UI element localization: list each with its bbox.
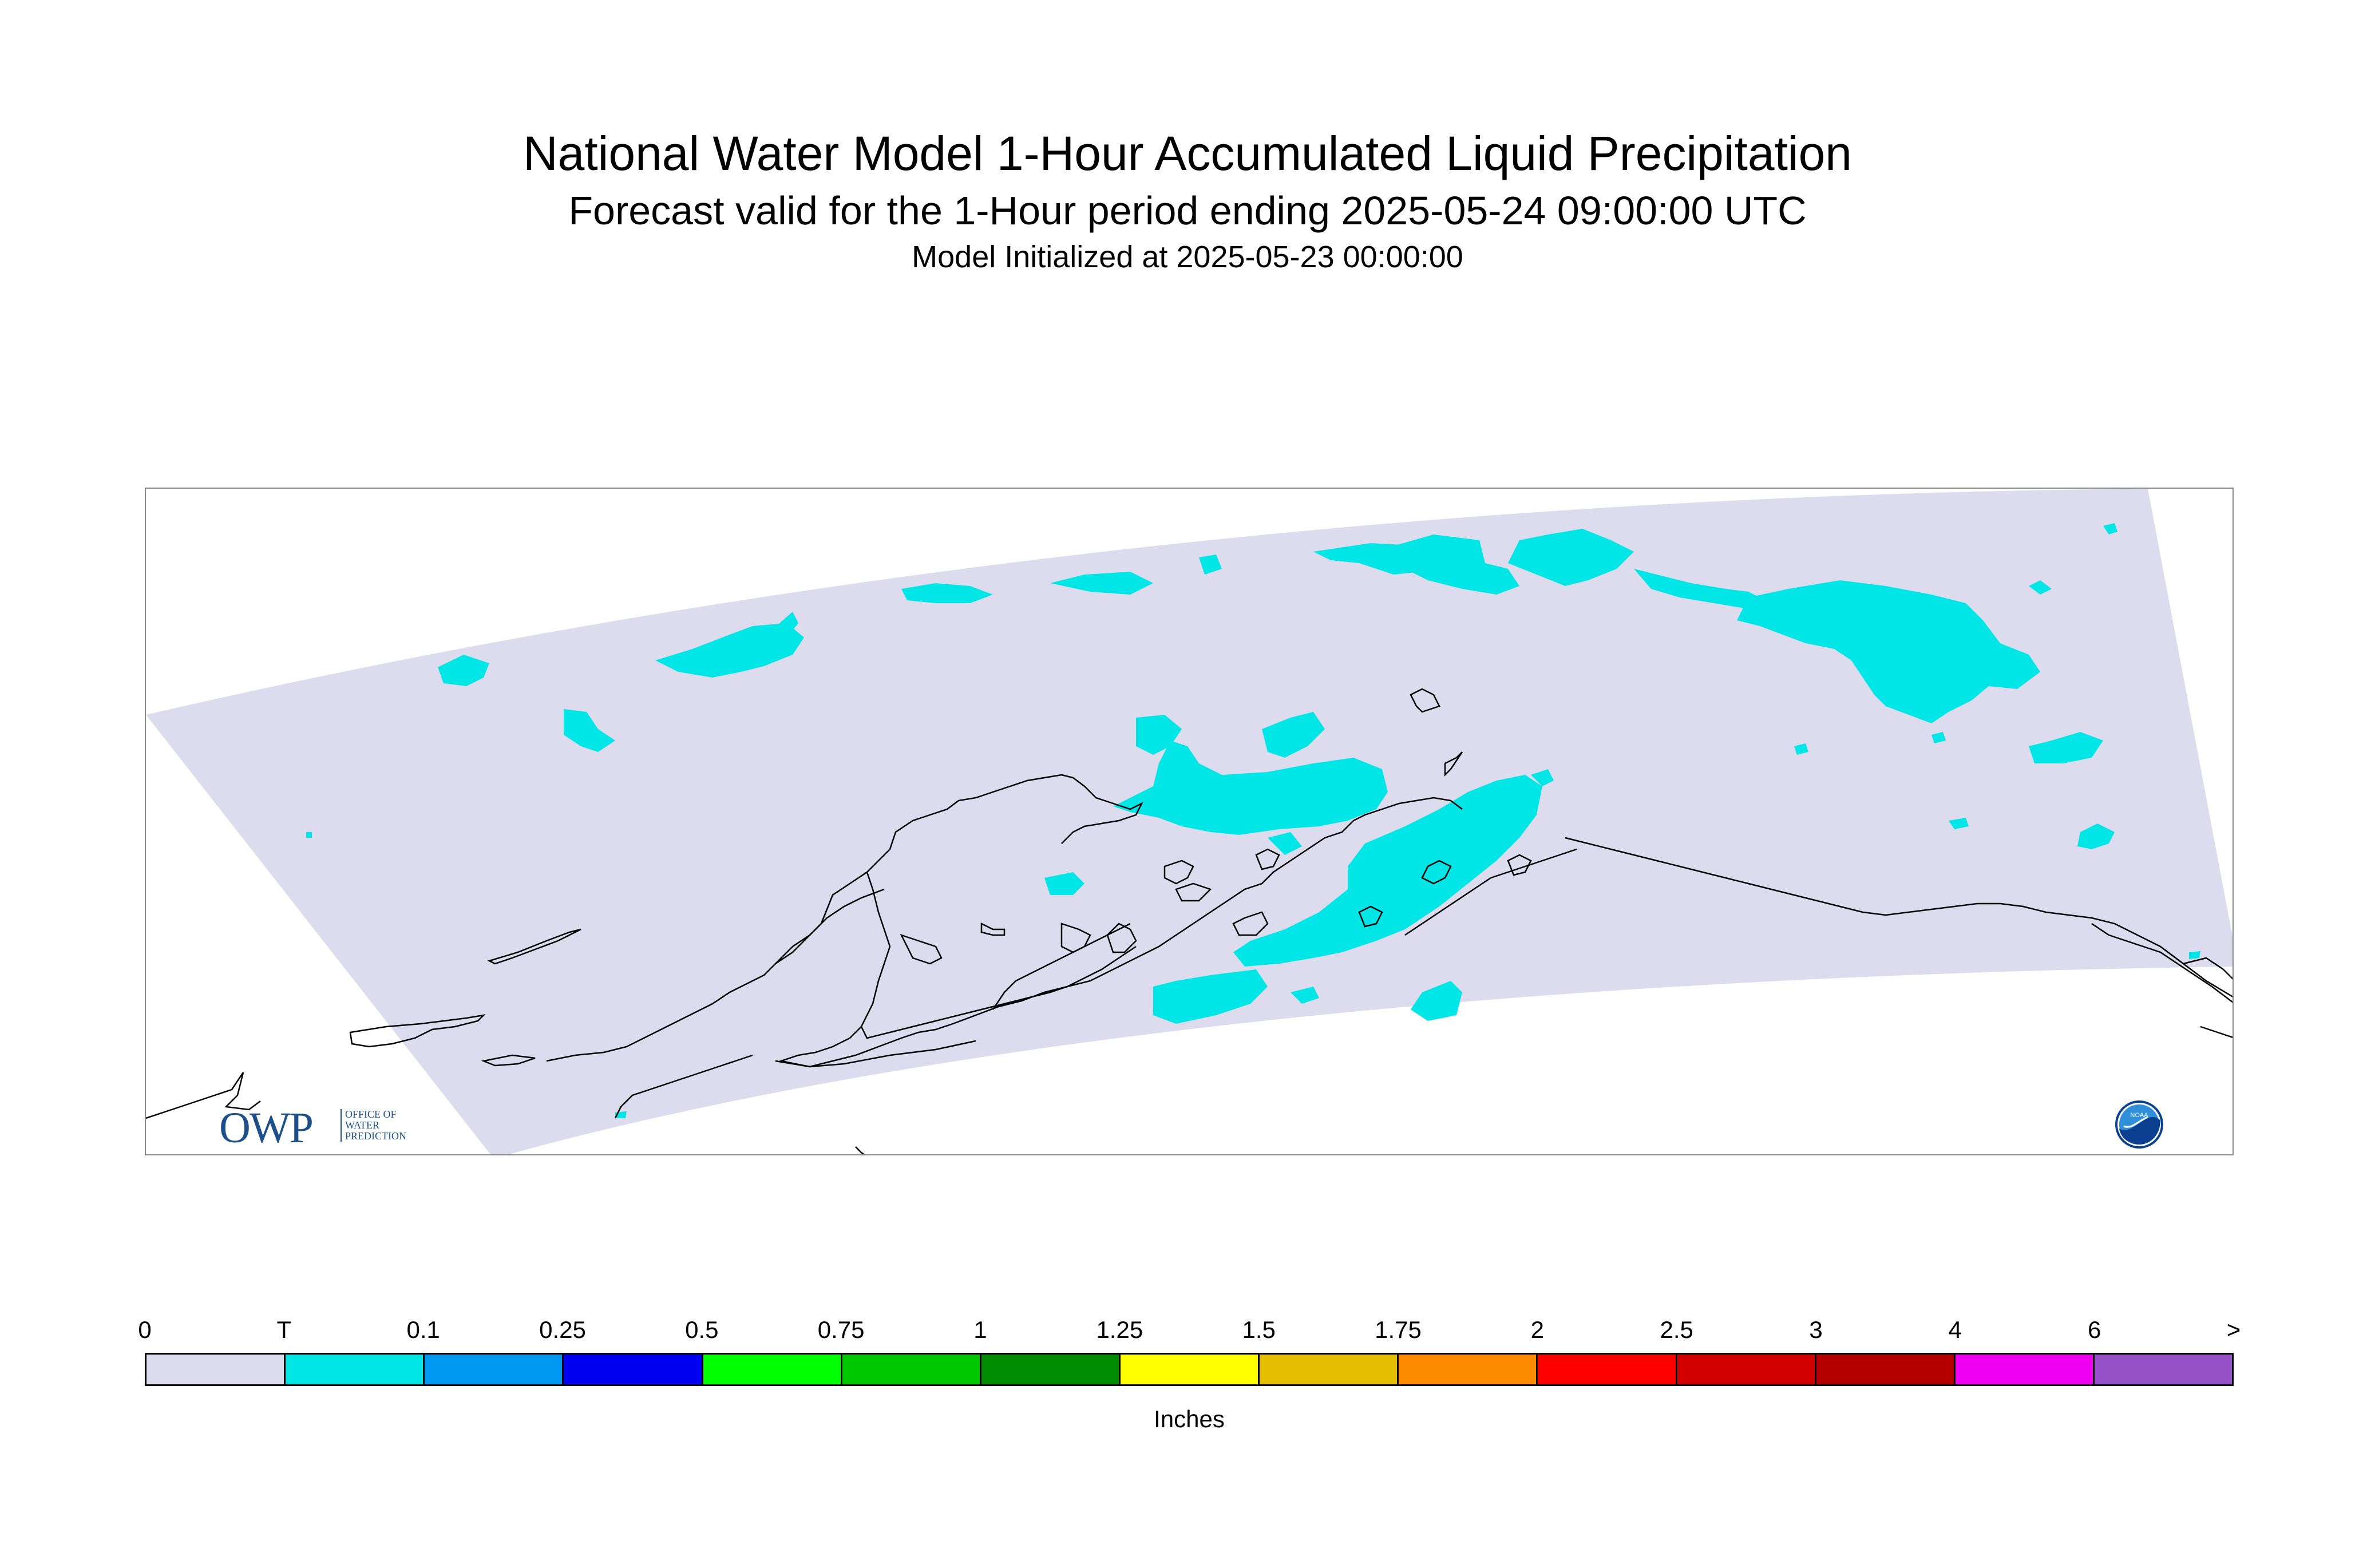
legend-color-swatch [1120, 1355, 1260, 1384]
legend-tick-label: 0 [138, 1316, 152, 1343]
owp-logo-line-2: WATER [345, 1119, 379, 1131]
owp-logo-text: OFFICE OF WATER PREDICTION [341, 1109, 406, 1142]
legend-color-swatch [981, 1355, 1121, 1384]
legend-color-swatch [286, 1355, 425, 1384]
noaa-logo-icon: NOAA [2115, 1100, 2163, 1149]
legend-tick-label: 1.75 [1375, 1316, 1422, 1343]
map-canvas [146, 489, 2232, 1154]
legend-units-label: Inches [1154, 1405, 1225, 1432]
legend-color-swatch [564, 1355, 703, 1384]
legend-tick-label: 0.25 [539, 1316, 586, 1343]
legend-tick-label: 3 [1809, 1316, 1823, 1343]
owp-logo-line-1: OFFICE OF [345, 1108, 397, 1120]
legend-color-swatch [703, 1355, 842, 1384]
forecast-valid-subtitle: Forecast valid for the 1-Hour period end… [568, 188, 1807, 233]
noaa-logo-text: NOAA [2130, 1112, 2148, 1119]
legend-tick-label: 0.1 [406, 1316, 440, 1343]
legend-tick-label: > [2226, 1316, 2241, 1343]
legend-tick-label: 2 [1530, 1316, 1545, 1343]
map-panel: OWP OFFICE OF WATER PREDICTION NOAA [145, 488, 2234, 1155]
legend-color-swatch [1260, 1355, 1399, 1384]
legend-colorbar [145, 1353, 2234, 1386]
legend-tick-label: 1.25 [1096, 1316, 1143, 1343]
legend-color-swatch [1538, 1355, 1677, 1384]
owp-logo: OWP OFFICE OF WATER PREDICTION [219, 1104, 425, 1153]
owp-logo-letters: OWP [219, 1104, 314, 1152]
legend-tick-label: 0.5 [685, 1316, 719, 1343]
precipitation-trace-areas [306, 523, 2200, 1118]
model-initialized-line: Model Initialized at 2025-05-23 00:00:00 [912, 240, 1463, 274]
legend-tick-label: T [276, 1316, 292, 1343]
chart-title: National Water Model 1-Hour Accumulated … [522, 126, 1852, 180]
legend-tick-label: 0.75 [817, 1316, 865, 1343]
legend-tick-label: 2.5 [1660, 1316, 1693, 1343]
legend-color-swatch [842, 1355, 981, 1384]
legend-tick-label: 4 [1948, 1316, 1962, 1343]
legend-color-swatch [1399, 1355, 1538, 1384]
coastline-lines [146, 688, 2232, 1154]
legend-tick-label: 1 [973, 1316, 987, 1343]
legend-tick-label: 6 [2087, 1316, 2101, 1343]
legend-color-swatch [1677, 1355, 1816, 1384]
legend-color-swatch [1816, 1355, 1956, 1384]
legend-color-swatch [1955, 1355, 2095, 1384]
legend-color-swatch [2094, 1355, 2232, 1384]
owp-logo-line-3: PREDICTION [345, 1130, 406, 1142]
legend-tick-label: 1.5 [1242, 1316, 1276, 1343]
legend-color-swatch [147, 1355, 286, 1384]
legend-color-swatch [425, 1355, 564, 1384]
